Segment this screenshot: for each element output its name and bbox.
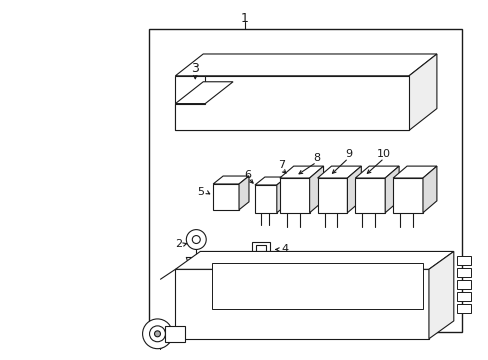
Text: 6: 6	[244, 170, 251, 180]
Bar	[255, 246, 265, 255]
Polygon shape	[175, 76, 408, 130]
Bar	[456, 256, 470, 265]
Polygon shape	[346, 166, 361, 213]
Polygon shape	[254, 177, 286, 185]
Bar	[212, 264, 422, 309]
Polygon shape	[279, 166, 323, 178]
Text: 8: 8	[312, 153, 320, 163]
Polygon shape	[317, 178, 346, 213]
Circle shape	[142, 319, 172, 349]
Text: 7: 7	[278, 160, 285, 170]
Text: 10: 10	[376, 149, 390, 159]
Circle shape	[192, 235, 200, 243]
Polygon shape	[385, 166, 398, 213]
Polygon shape	[355, 166, 398, 178]
Polygon shape	[175, 76, 408, 130]
Polygon shape	[428, 251, 453, 339]
Bar	[456, 268, 470, 277]
Polygon shape	[276, 177, 286, 213]
Text: 4: 4	[281, 244, 288, 255]
Bar	[148, 29, 461, 332]
Text: 9: 9	[344, 149, 351, 159]
Polygon shape	[175, 54, 436, 76]
Polygon shape	[213, 176, 248, 184]
Polygon shape	[175, 82, 233, 104]
Bar	[456, 292, 470, 301]
Polygon shape	[422, 166, 436, 213]
Polygon shape	[309, 166, 323, 213]
Polygon shape	[175, 269, 428, 339]
Circle shape	[149, 326, 165, 342]
Text: 1: 1	[241, 12, 248, 25]
Polygon shape	[317, 166, 361, 178]
Polygon shape	[355, 178, 385, 213]
Polygon shape	[392, 166, 436, 178]
Polygon shape	[239, 176, 248, 210]
Polygon shape	[175, 251, 453, 269]
Polygon shape	[254, 185, 276, 213]
Text: 3: 3	[191, 62, 199, 75]
Polygon shape	[213, 184, 239, 210]
Text: 2: 2	[174, 239, 182, 249]
Circle shape	[186, 230, 206, 249]
Bar	[165, 326, 185, 342]
Polygon shape	[279, 178, 309, 213]
Bar	[456, 304, 470, 313]
Text: 5: 5	[196, 187, 203, 197]
Polygon shape	[408, 54, 436, 130]
Bar	[456, 280, 470, 289]
Polygon shape	[392, 178, 422, 213]
Bar	[251, 242, 269, 260]
Circle shape	[154, 331, 160, 337]
